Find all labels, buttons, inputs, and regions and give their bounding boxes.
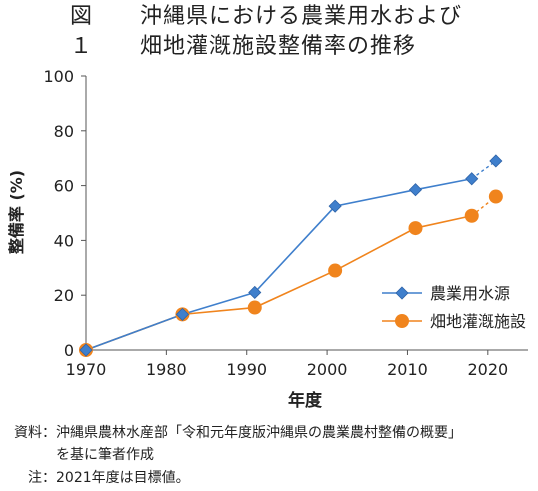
- series-line: [85, 177, 472, 351]
- data-point-diamond: [489, 154, 503, 168]
- legend-marker-circle: [395, 314, 409, 328]
- figure-number: 図１: [70, 4, 94, 59]
- x-tick-label: 1970: [66, 360, 107, 379]
- data-point-diamond: [408, 183, 423, 197]
- series-line: [85, 214, 472, 351]
- y-tick-label: 80: [54, 122, 74, 141]
- chart-series: [79, 154, 503, 357]
- y-tick-label: 40: [54, 231, 74, 250]
- x-tick-label: 2000: [307, 360, 348, 379]
- legend-marker-diamond: [395, 286, 409, 300]
- y-tick-label: 60: [54, 177, 74, 196]
- source-line1: 沖縄県農林水産部「令和元年度版沖縄県の農業農村整備の概要」: [56, 425, 462, 441]
- data-point-diamond: [79, 343, 93, 357]
- x-axis-label: 年度: [288, 390, 323, 411]
- chart-axes: [85, 76, 528, 351]
- data-point-diamond: [248, 285, 262, 300]
- source-label: 資料：: [14, 425, 56, 441]
- series-dashed-segment: [471, 160, 497, 180]
- chart-ticks: 0 20 40 60 80 100 1970 1980 1990 2000 2010 2020: [43, 67, 508, 379]
- data-point-circle: [247, 300, 262, 315]
- y-tick-label: 20: [54, 286, 74, 305]
- source-line2: を基に筆者作成: [56, 447, 154, 463]
- data-point-circle: [408, 221, 423, 236]
- data-point-circle: [464, 208, 479, 223]
- x-tick-label: 1990: [226, 360, 267, 379]
- y-axis-label: 整備率 (%): [7, 170, 26, 255]
- figure-title-line1: 沖縄県における農業用水および: [140, 4, 463, 29]
- x-tick-label: 1980: [146, 360, 187, 379]
- data-point-circle: [488, 189, 503, 204]
- note-text: 2021年度は目標値。: [56, 470, 190, 486]
- y-tick-label: 100: [43, 67, 74, 86]
- figure-title-line2: 畑地灌漑施設整備率の推移: [140, 34, 417, 59]
- data-point-circle: [328, 263, 343, 278]
- x-tick-label: 2020: [467, 360, 508, 379]
- x-tick-label: 2010: [387, 360, 428, 379]
- y-tick-label: 0: [64, 341, 74, 360]
- data-point-diamond: [328, 199, 342, 213]
- legend-label: 農業用水源: [430, 284, 510, 303]
- data-point-diamond: [175, 307, 190, 321]
- note-label: 注：: [28, 470, 56, 486]
- data-point-diamond: [465, 172, 479, 186]
- legend-label: 畑地灌漑施設: [430, 312, 526, 331]
